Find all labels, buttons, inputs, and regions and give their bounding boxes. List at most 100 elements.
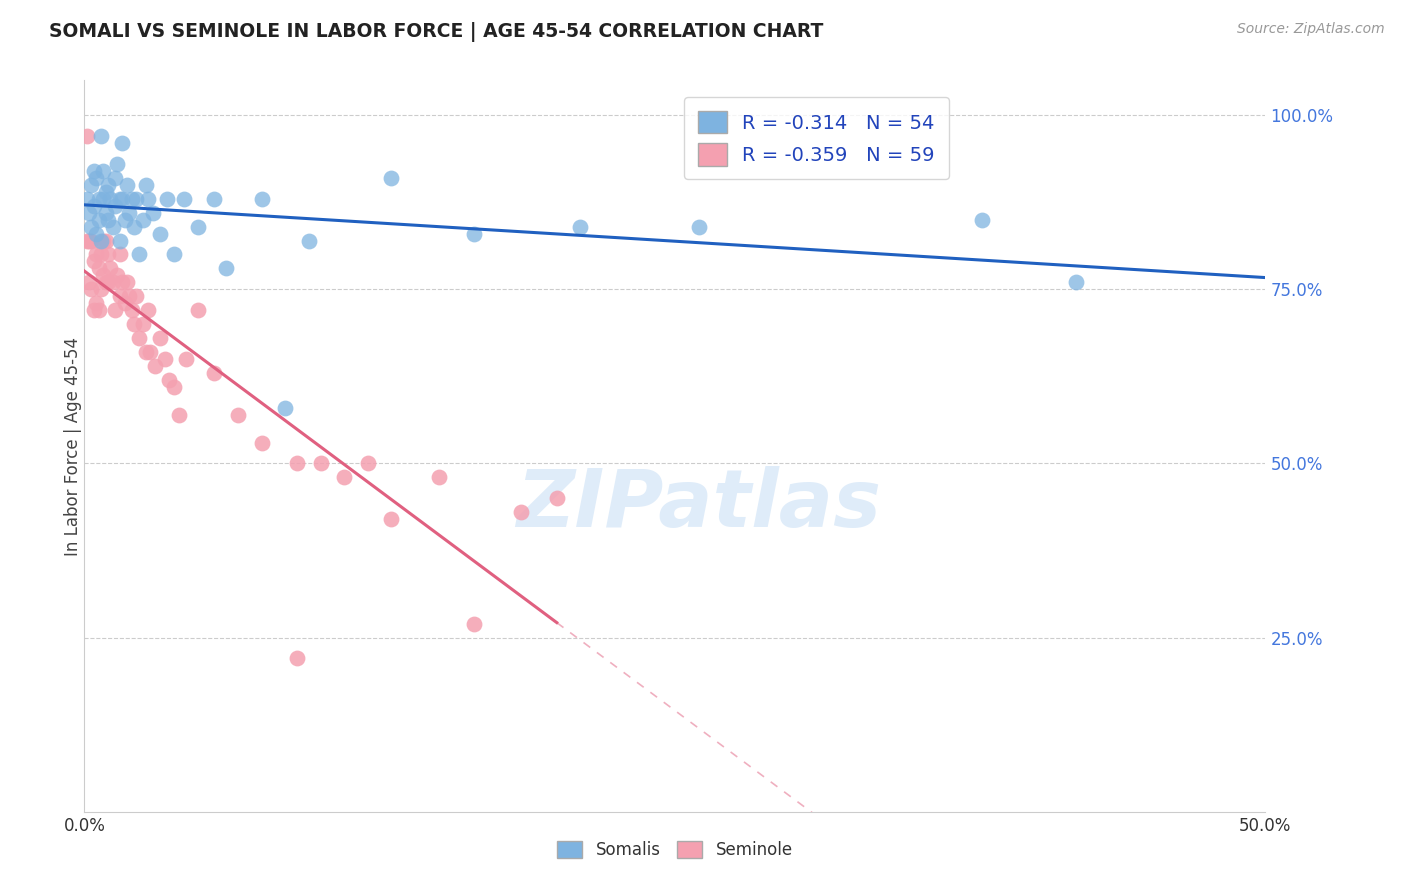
Point [104, 170, 127, 185]
Point [87, 192, 110, 206]
Point [309, 457, 332, 471]
Point [135, 345, 157, 359]
Legend: Somalis, Seminole: Somalis, Seminole [551, 834, 799, 865]
Point [108, 247, 131, 261]
Point [427, 470, 450, 484]
Point [83, 303, 105, 318]
Point [132, 317, 155, 331]
Point [156, 192, 179, 206]
Point [215, 261, 238, 276]
Point [202, 192, 225, 206]
Point [97, 247, 120, 261]
Point [90, 282, 112, 296]
Point [121, 303, 143, 318]
Point [167, 408, 190, 422]
Point [101, 275, 124, 289]
Point [87, 303, 110, 318]
Point [98, 192, 121, 206]
Point [333, 470, 356, 484]
Text: Source: ZipAtlas.com: Source: ZipAtlas.com [1237, 22, 1385, 37]
Point [187, 303, 209, 318]
Point [122, 219, 145, 234]
Point [250, 192, 273, 206]
Point [546, 491, 568, 506]
Point [122, 317, 145, 331]
Point [77, 234, 100, 248]
Point [135, 178, 157, 192]
Point [98, 261, 121, 276]
Point [77, 275, 100, 289]
Point [94, 234, 117, 248]
Point [128, 247, 150, 261]
Point [136, 303, 159, 318]
Point [115, 275, 138, 289]
Point [91, 234, 114, 248]
Point [202, 366, 225, 380]
Point [84, 247, 107, 261]
Point [569, 219, 592, 234]
Point [187, 219, 209, 234]
Point [174, 351, 197, 366]
Point [157, 373, 180, 387]
Point [125, 289, 148, 303]
Point [114, 212, 136, 227]
Point [121, 192, 143, 206]
Point [97, 178, 120, 192]
Text: SOMALI VS SEMINOLE IN LABOR FORCE | AGE 45-54 CORRELATION CHART: SOMALI VS SEMINOLE IN LABOR FORCE | AGE … [49, 22, 824, 42]
Point [970, 212, 993, 227]
Point [115, 178, 138, 192]
Point [84, 227, 107, 241]
Point [173, 192, 195, 206]
Point [83, 254, 105, 268]
Point [91, 192, 114, 206]
Point [97, 275, 120, 289]
Point [83, 164, 105, 178]
Point [357, 457, 380, 471]
Point [118, 289, 141, 303]
Point [80, 219, 103, 234]
Point [163, 380, 186, 394]
Point [128, 331, 150, 345]
Point [149, 227, 172, 241]
Point [250, 435, 273, 450]
Point [91, 164, 114, 178]
Point [94, 205, 117, 219]
Point [80, 178, 103, 192]
Point [84, 170, 107, 185]
Point [101, 219, 124, 234]
Point [107, 157, 129, 171]
Point [111, 275, 134, 289]
Point [80, 282, 103, 296]
Point [463, 227, 485, 241]
Point [463, 616, 485, 631]
Point [87, 212, 110, 227]
Point [83, 199, 105, 213]
Point [139, 345, 162, 359]
Point [149, 331, 172, 345]
Point [97, 212, 120, 227]
Text: ZIPatlas: ZIPatlas [516, 466, 882, 543]
Point [118, 205, 141, 219]
Point [380, 170, 402, 185]
Point [94, 185, 117, 199]
Point [136, 192, 159, 206]
Point [285, 457, 308, 471]
Point [76, 234, 98, 248]
Point [125, 192, 148, 206]
Point [108, 192, 131, 206]
Point [90, 247, 112, 261]
Point [226, 408, 249, 422]
Point [90, 234, 112, 248]
Point [380, 512, 402, 526]
Point [77, 205, 100, 219]
Point [108, 289, 131, 303]
Point [688, 219, 710, 234]
Point [94, 275, 117, 289]
Point [91, 268, 114, 283]
Point [143, 359, 166, 373]
Point [114, 296, 136, 310]
Point [104, 199, 127, 213]
Point [87, 261, 110, 276]
Point [108, 234, 131, 248]
Point [76, 128, 98, 143]
